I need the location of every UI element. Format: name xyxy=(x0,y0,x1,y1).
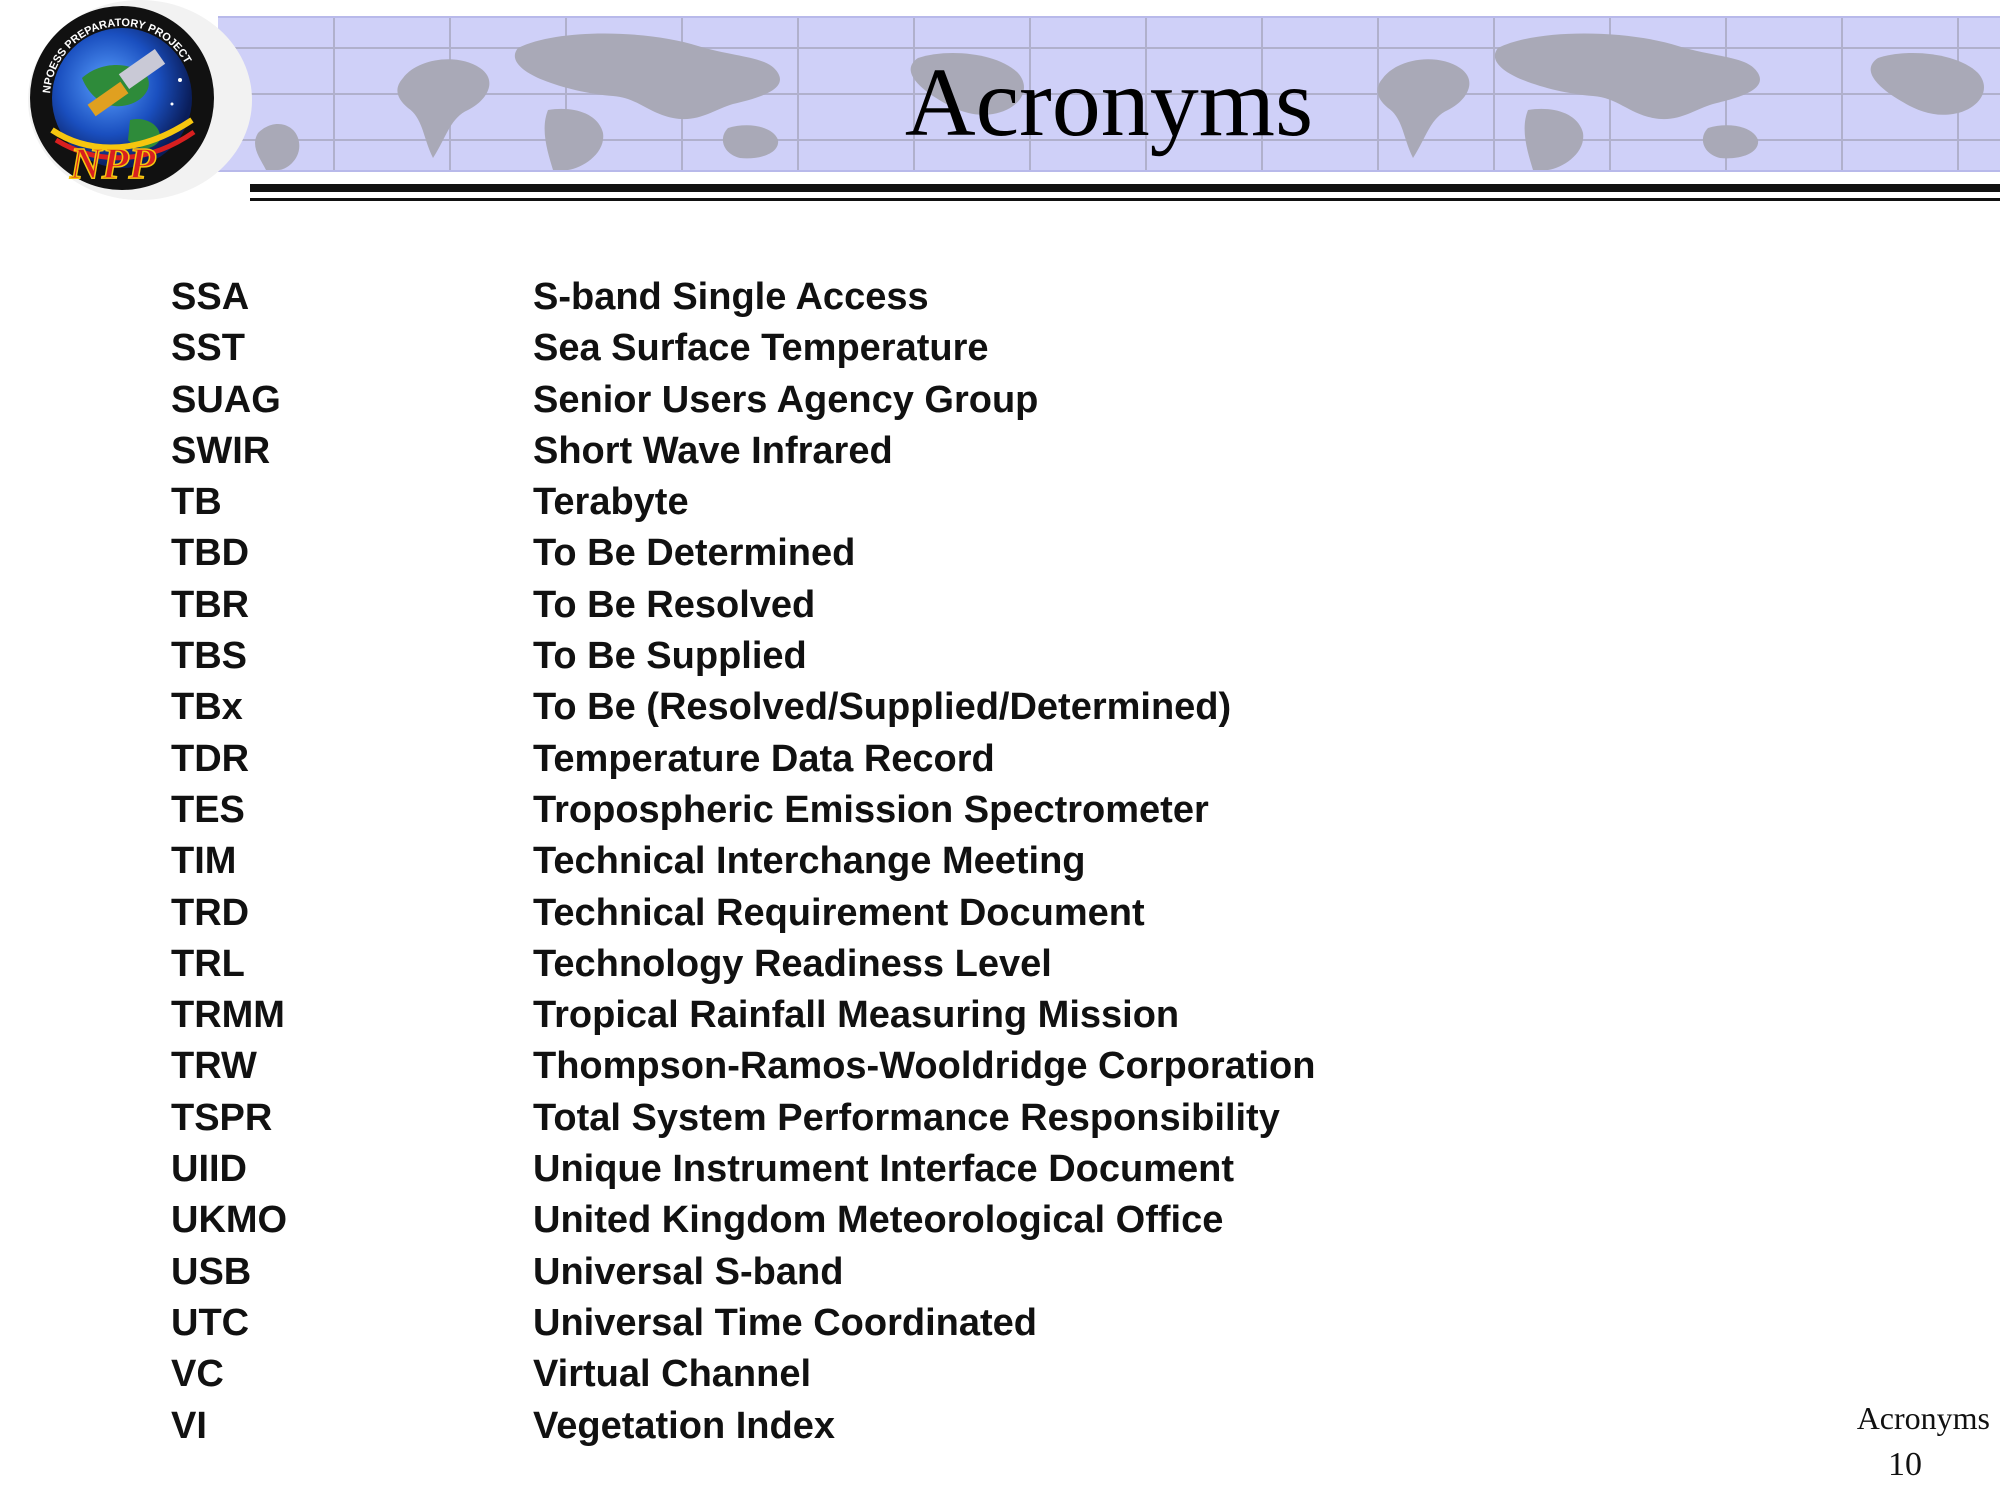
acronym-row: TBR To Be Resolved xyxy=(171,578,1671,629)
acronym-term: TBD xyxy=(171,532,250,575)
acronym-row: TB Terabyte xyxy=(171,475,1671,526)
acronym-row: TRMM Tropical Rainfall Measuring Mission xyxy=(171,988,1671,1039)
acronym-term: TSPR xyxy=(171,1096,273,1139)
acronym-term: TBS xyxy=(171,635,247,678)
acronym-definition: Thompson-Ramos-Wooldridge Corporation xyxy=(533,1045,1316,1088)
acronym-term: TB xyxy=(171,481,222,524)
acronym-row: TES Tropospheric Emission Spectrometer xyxy=(171,783,1671,834)
acronym-row: SSA S-band Single Access xyxy=(171,270,1671,321)
acronym-term: TRD xyxy=(171,891,250,934)
acronym-term: TBx xyxy=(171,686,243,729)
acronym-definition: To Be Determined xyxy=(533,532,856,575)
acronym-definition: Virtual Channel xyxy=(533,1353,812,1396)
acronym-row: TRW Thompson-Ramos-Wooldridge Corporation xyxy=(171,1039,1671,1090)
acronym-row: SWIR Short Wave Infrared xyxy=(171,424,1671,475)
acronym-definition: Senior Users Agency Group xyxy=(533,378,1039,421)
acronym-row: TRL Technology Readiness Level xyxy=(171,937,1671,988)
acronym-row: TSPR Total System Performance Responsibil… xyxy=(171,1091,1671,1142)
acronym-definition: Total System Performance Responsibility xyxy=(533,1096,1280,1139)
acronym-row: TBx To Be (Resolved/Supplied/Determined) xyxy=(171,680,1671,731)
acronym-term: TES xyxy=(171,788,245,831)
page-number: 10 xyxy=(1888,1446,1922,1483)
acronym-row: TBS To Be Supplied xyxy=(171,629,1671,680)
acronym-definition: Tropospheric Emission Spectrometer xyxy=(533,788,1209,831)
acronym-definition: Unique Instrument Interface Document xyxy=(533,1148,1234,1191)
acronym-definition: To Be Supplied xyxy=(533,635,807,678)
acronym-term: TBR xyxy=(171,583,250,626)
footer-section-label: Acronyms xyxy=(1856,1400,1990,1436)
acronym-definition: Vegetation Index xyxy=(533,1404,835,1447)
acronym-definition: S-band Single Access xyxy=(533,276,929,318)
acronym-definition: Universal S-band xyxy=(533,1250,844,1293)
acronym-row: VI Vegetation Index xyxy=(171,1399,1671,1450)
acronym-definition: Sea Surface Temperature xyxy=(533,327,989,370)
acronym-row: UIID Unique Instrument Interface Document xyxy=(171,1142,1671,1193)
acronym-row: TDR Temperature Data Record xyxy=(171,732,1671,783)
acronym-term: TIM xyxy=(171,840,237,883)
npp-logo: NPP NPOESS PREPARATORY PROJECT xyxy=(22,0,252,210)
acronym-definition: United Kingdom Meteorological Office xyxy=(533,1199,1224,1242)
acronym-term: VC xyxy=(171,1353,224,1396)
acronym-row: TBD To Be Determined xyxy=(171,526,1671,577)
acronym-definition: Terabyte xyxy=(533,481,689,524)
acronym-row: USB Universal S-band xyxy=(171,1245,1671,1296)
acronym-term: SSA xyxy=(171,276,250,318)
acronym-definition: Technical Requirement Document xyxy=(533,891,1145,934)
acronym-term: TDR xyxy=(171,737,250,780)
acronym-row: UTC Universal Time Coordinated xyxy=(171,1296,1671,1347)
acronym-definition: Tropical Rainfall Measuring Mission xyxy=(533,994,1180,1037)
acronym-definition: To Be (Resolved/Supplied/Determined) xyxy=(533,686,1232,729)
acronym-list: SSA S-band Single Access SST Sea Surface Te… xyxy=(171,270,1671,1450)
acronym-row: VC Virtual Channel xyxy=(171,1347,1671,1398)
acronym-row: UKMO United Kingdom Meteorological Office xyxy=(171,1193,1671,1244)
world-map-background xyxy=(218,18,2000,170)
acronym-term: UTC xyxy=(171,1301,250,1344)
acronym-term: TRL xyxy=(171,942,245,985)
acronym-definition: Technical Interchange Meeting xyxy=(533,840,1086,883)
acronym-term: SWIR xyxy=(171,429,271,472)
acronym-definition: Temperature Data Record xyxy=(533,737,995,780)
acronym-term: USB xyxy=(171,1250,252,1293)
acronym-definition: Universal Time Coordinated xyxy=(533,1301,1037,1344)
acronym-term: SST xyxy=(171,327,245,370)
acronym-term: UIID xyxy=(171,1148,247,1191)
title-banner: Acronyms xyxy=(218,16,2000,172)
acronym-term: TRW xyxy=(171,1045,257,1088)
acronym-row: TIM Technical Interchange Meeting xyxy=(171,834,1671,885)
acronym-term: UKMO xyxy=(171,1199,288,1242)
acronym-term: VI xyxy=(171,1404,207,1447)
npp-logo-graphic: NPP NPOESS PREPARATORY PROJECT xyxy=(28,0,252,200)
acronym-term: TRMM xyxy=(171,994,285,1037)
acronym-row: SST Sea Surface Temperature xyxy=(171,321,1671,372)
acronym-definition: Technology Readiness Level xyxy=(533,942,1052,985)
title-rule-thin xyxy=(250,198,2000,201)
acronym-row: SUAG Senior Users Agency Group xyxy=(171,373,1671,424)
slide-title: Acronyms xyxy=(904,49,1314,157)
acronym-definition: To Be Resolved xyxy=(533,583,816,626)
acronym-term: SUAG xyxy=(171,378,281,421)
title-rule-thick xyxy=(250,184,2000,192)
acronym-row: TRD Technical Requirement Document xyxy=(171,886,1671,937)
npp-logo-mark: NPP xyxy=(69,139,157,188)
acronym-definition: Short Wave Infrared xyxy=(533,429,893,472)
